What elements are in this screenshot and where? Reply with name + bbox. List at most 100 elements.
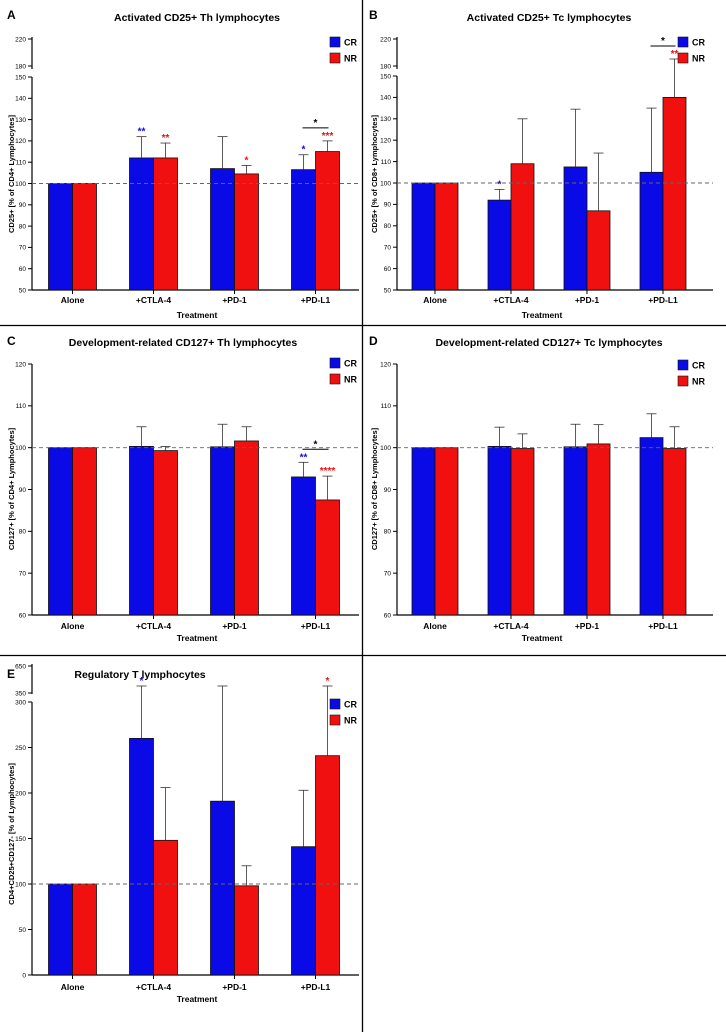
y-tick-label: 90: [19, 487, 27, 494]
x-axis-label: Treatment: [177, 310, 218, 320]
significance-marker: ****: [320, 466, 336, 477]
x-axis-label: Treatment: [522, 310, 563, 320]
bar-nr-alone: [72, 183, 97, 291]
legend-swatch-cr: [329, 36, 341, 48]
x-axis-label: Treatment: [522, 633, 563, 643]
y-tick-label: 110: [381, 403, 392, 410]
y-tick-label: 70: [19, 570, 27, 577]
panel-letter: C: [7, 334, 16, 348]
x-tick-label: +CTLA-4: [136, 982, 171, 992]
legend-swatch-cr: [329, 357, 341, 369]
panel-letter: B: [369, 8, 378, 22]
bar-nr-pd1: [586, 443, 611, 616]
bar-cr-alone: [48, 447, 73, 616]
x-tick-label: +CTLA-4: [493, 295, 528, 305]
y-tick-label: 90: [384, 202, 392, 209]
chart-title: Activated CD25+ Th lymphocytes: [114, 12, 280, 24]
y-tick-label: 60: [384, 266, 392, 273]
comparison-label: *: [314, 118, 318, 129]
bar-cr-alone: [48, 883, 73, 976]
bar-cr-pd1: [210, 446, 235, 616]
y-tick-label: 150: [15, 74, 26, 81]
panel-d: D Development-related CD127+ Tc lymphocy…: [369, 334, 713, 643]
y-tick-label: 140: [15, 96, 26, 103]
bar-cr-ctla4: [487, 199, 512, 291]
legend-label-nr: NR: [692, 377, 705, 387]
y-tick-label: 60: [384, 612, 392, 619]
y-tick-label: 70: [19, 245, 27, 252]
y-tick-label: 80: [384, 223, 392, 230]
y-axis-label: CD127+ [% of CD4+ Lymphocytes]: [7, 427, 16, 550]
bar-nr-alone: [434, 447, 459, 616]
y-tick-label: 130: [380, 116, 391, 123]
legend-label-cr: CR: [692, 361, 705, 371]
y-tick-label: 100: [15, 881, 26, 888]
chart-title: Activated CD25+ Tc lymphocytes: [467, 12, 632, 24]
bar-cr-ctla4: [129, 446, 154, 616]
x-tick-label: +PD-L1: [648, 295, 678, 305]
y-tick-label: 350: [15, 690, 26, 697]
bar-cr-pd1: [210, 800, 235, 976]
y-tick-label: 300: [15, 699, 26, 706]
legend-label-nr: NR: [344, 375, 357, 385]
significance-marker: *: [245, 155, 249, 166]
y-tick-label: 100: [380, 445, 391, 452]
bar-nr-pdl1: [662, 97, 687, 291]
bar-nr-alone: [72, 883, 97, 976]
bar-nr-alone: [434, 182, 459, 291]
x-tick-label: +CTLA-4: [136, 621, 171, 631]
significance-marker: *: [140, 676, 144, 687]
significance-marker: **: [671, 49, 679, 60]
x-tick-label: +PD-1: [575, 621, 600, 631]
bar-nr-pdl1: [315, 755, 340, 976]
significance-marker: **: [162, 133, 170, 144]
legend-label-cr: CR: [344, 700, 357, 710]
y-tick-label: 70: [384, 245, 392, 252]
x-tick-label: +PD-L1: [301, 621, 331, 631]
bar-cr-pdl1: [639, 437, 664, 616]
bar-nr-pd1: [234, 885, 259, 976]
y-tick-label: 120: [15, 138, 26, 145]
bar-cr-pdl1: [291, 846, 316, 976]
y-tick-label: 120: [15, 361, 26, 368]
bar-nr-ctla4: [510, 448, 535, 616]
bar-cr-pdl1: [291, 476, 316, 616]
legend-label-nr: NR: [344, 54, 357, 64]
bar-nr-ctla4: [153, 450, 178, 616]
y-tick-label: 100: [15, 445, 26, 452]
bar-cr-ctla4: [129, 157, 154, 291]
y-tick-label: 110: [16, 403, 27, 410]
bar-cr-ctla4: [487, 446, 512, 616]
legend-swatch-nr: [329, 52, 341, 64]
bar-nr-pd1: [586, 210, 611, 291]
legend-swatch-nr: [677, 52, 689, 64]
x-tick-label: Alone: [61, 982, 85, 992]
y-tick-label: 60: [19, 612, 27, 619]
chart-title: Development-related CD127+ Tc lymphocyte…: [435, 337, 662, 349]
significance-marker: ***: [322, 131, 334, 142]
y-axis-label: CD25+ [% of CD8+ Lymphocytes]: [370, 114, 379, 233]
panel-letter: A: [7, 8, 16, 22]
y-tick-label: 100: [15, 181, 26, 188]
x-tick-label: +PD-1: [222, 982, 247, 992]
bar-cr-pdl1: [291, 169, 316, 291]
legend-swatch-cr: [329, 698, 341, 710]
significance-marker: **: [138, 127, 146, 138]
x-tick-label: Alone: [423, 295, 447, 305]
bar-cr-pd1: [563, 446, 588, 616]
bar-nr-ctla4: [153, 157, 178, 291]
bar-nr-pd1: [234, 440, 259, 616]
bar-nr-pdl1: [315, 151, 340, 291]
x-tick-label: +PD-L1: [301, 982, 331, 992]
y-tick-label: 130: [15, 117, 26, 124]
y-tick-label: 110: [381, 159, 392, 166]
x-tick-label: Alone: [61, 295, 85, 305]
y-tick-label: 100: [380, 180, 391, 187]
panel-c: C Development-related CD127+ Th lymphocy…: [7, 334, 359, 643]
y-tick-label: 140: [380, 95, 391, 102]
y-tick-label: 80: [19, 223, 27, 230]
legend-swatch-nr: [677, 375, 689, 387]
panel-e: E Regulatory T lymphocytes CD4+CD25+CD12…: [7, 663, 359, 1004]
y-tick-label: 150: [380, 73, 391, 80]
y-tick-label: 80: [19, 529, 27, 536]
